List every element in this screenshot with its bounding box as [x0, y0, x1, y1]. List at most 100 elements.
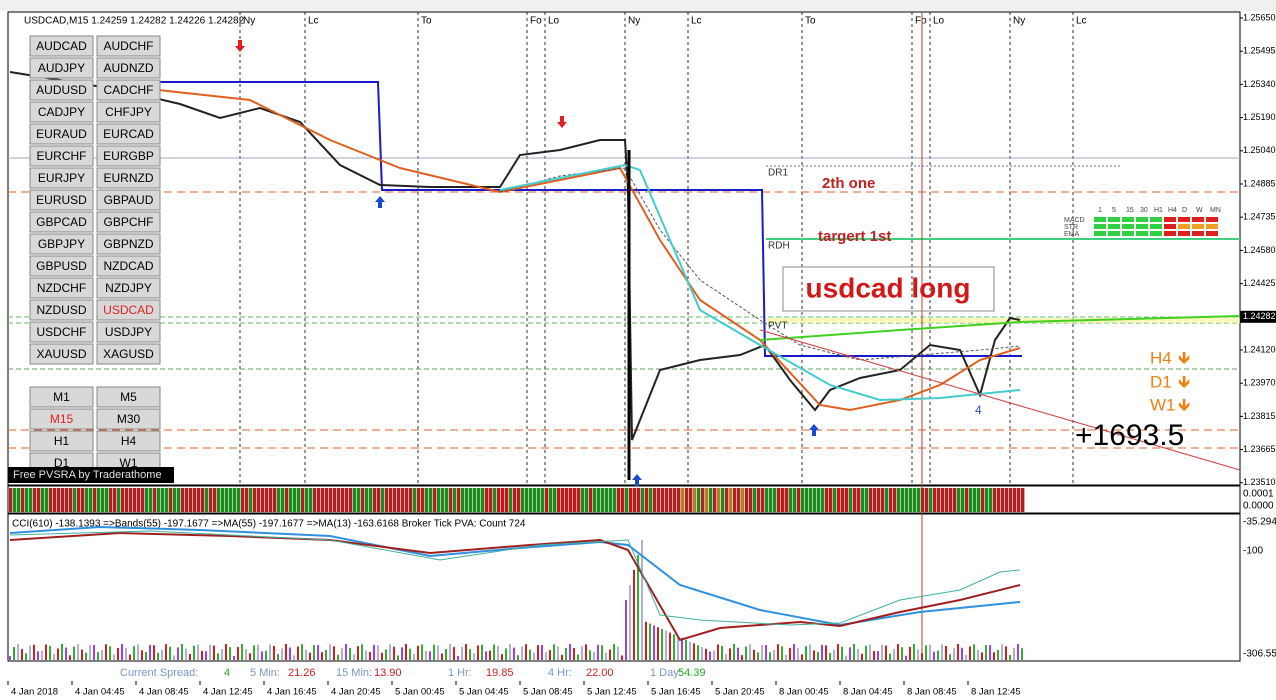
button-label[interactable]: XAGUSD — [103, 347, 154, 361]
button-face[interactable] — [96, 123, 161, 145]
button-label[interactable]: AUDJPY — [38, 61, 85, 75]
button-face[interactable] — [29, 145, 94, 167]
button[interactable]: NZDJPY — [96, 277, 161, 299]
button-face[interactable] — [29, 35, 94, 57]
button[interactable]: GBPJPY — [29, 233, 94, 255]
button-face[interactable] — [96, 386, 161, 408]
button-face[interactable] — [96, 343, 161, 365]
button-label[interactable]: AUDNZD — [104, 61, 154, 75]
button[interactable]: H1 — [29, 430, 94, 452]
button[interactable]: GBPUSD — [29, 255, 94, 277]
button[interactable]: GBPAUD — [96, 189, 161, 211]
button-label[interactable]: AUDCAD — [36, 39, 87, 53]
button[interactable]: XAUUSD — [29, 343, 94, 365]
button[interactable]: EURJPY — [29, 167, 94, 189]
button[interactable]: XAGUSD — [96, 343, 161, 365]
button-label[interactable]: M30 — [117, 412, 141, 426]
button-label[interactable]: M15 — [50, 412, 74, 426]
button-label[interactable]: USDCAD — [103, 303, 154, 317]
button-label[interactable]: H1 — [54, 434, 70, 448]
button-label[interactable]: AUDUSD — [36, 83, 87, 97]
button-label[interactable]: EURGBP — [103, 149, 154, 163]
button[interactable]: GBPCHF — [96, 211, 161, 233]
button-face[interactable] — [96, 79, 161, 101]
button-label[interactable]: XAUUSD — [36, 347, 86, 361]
button-face[interactable] — [29, 321, 94, 343]
button-label[interactable]: NZDJPY — [105, 281, 152, 295]
button-face[interactable] — [96, 145, 161, 167]
button[interactable]: CHFJPY — [96, 101, 161, 123]
button-face[interactable] — [96, 167, 161, 189]
button-label[interactable]: GBPCAD — [36, 215, 87, 229]
button-face[interactable] — [96, 57, 161, 79]
button[interactable]: GBPNZD — [96, 233, 161, 255]
button-label[interactable]: USDJPY — [105, 325, 152, 339]
button[interactable]: EURAUD — [29, 123, 94, 145]
button-face[interactable] — [29, 255, 94, 277]
button-label[interactable]: CHFJPY — [105, 105, 152, 119]
button[interactable]: USDCHF — [29, 321, 94, 343]
button[interactable]: M5 — [96, 386, 161, 408]
button[interactable]: EURCAD — [96, 123, 161, 145]
button[interactable]: EURNZD — [96, 167, 161, 189]
button-face[interactable] — [96, 408, 161, 430]
button-label[interactable]: EURNZD — [104, 171, 154, 185]
button-label[interactable]: NZDUSD — [37, 303, 87, 317]
button[interactable]: AUDJPY — [29, 57, 94, 79]
button-label[interactable]: GBPAUD — [104, 193, 154, 207]
button-face[interactable] — [96, 430, 161, 452]
button[interactable]: NZDCAD — [96, 255, 161, 277]
button[interactable]: M15 — [29, 408, 94, 430]
button[interactable]: GBPCAD — [29, 211, 94, 233]
button[interactable]: NZDUSD — [29, 299, 94, 321]
button-label[interactable]: H4 — [121, 434, 137, 448]
button[interactable]: AUDCAD — [29, 35, 94, 57]
button-face[interactable] — [96, 233, 161, 255]
button[interactable]: AUDUSD — [29, 79, 94, 101]
button-face[interactable] — [29, 277, 94, 299]
button-label[interactable]: EURJPY — [38, 171, 85, 185]
button-label[interactable]: M5 — [120, 390, 137, 404]
button-face[interactable] — [29, 343, 94, 365]
button-label[interactable]: W1 — [120, 456, 138, 470]
button-face[interactable] — [96, 255, 161, 277]
button-face[interactable] — [29, 430, 94, 452]
button[interactable]: NZDCHF — [29, 277, 94, 299]
button[interactable]: AUDCHF — [96, 35, 161, 57]
button[interactable]: USDCAD — [96, 299, 161, 321]
button-face[interactable] — [96, 299, 161, 321]
button-label[interactable]: EURCHF — [37, 149, 87, 163]
button-label[interactable]: GBPUSD — [36, 259, 87, 273]
button-label[interactable]: GBPNZD — [103, 237, 153, 251]
button-label[interactable]: CADJPY — [38, 105, 85, 119]
button-face[interactable] — [29, 386, 94, 408]
button-label[interactable]: NZDCAD — [104, 259, 154, 273]
button[interactable]: M1 — [29, 386, 94, 408]
button-label[interactable]: AUDCHF — [104, 39, 154, 53]
button[interactable]: M30 — [96, 408, 161, 430]
button-face[interactable] — [29, 233, 94, 255]
button[interactable]: CADJPY — [29, 101, 94, 123]
button-face[interactable] — [96, 35, 161, 57]
button-label[interactable]: EURUSD — [36, 193, 87, 207]
button-face[interactable] — [29, 211, 94, 233]
button-face[interactable] — [96, 101, 161, 123]
button-face[interactable] — [96, 321, 161, 343]
button-face[interactable] — [29, 101, 94, 123]
button[interactable]: AUDNZD — [96, 57, 161, 79]
button-face[interactable] — [29, 79, 94, 101]
button-label[interactable]: M1 — [53, 390, 70, 404]
button-face[interactable] — [29, 189, 94, 211]
button[interactable]: EURGBP — [96, 145, 161, 167]
button-label[interactable]: GBPJPY — [38, 237, 85, 251]
button-face[interactable] — [29, 299, 94, 321]
button-label[interactable]: GBPCHF — [103, 215, 153, 229]
button-label[interactable]: USDCHF — [37, 325, 87, 339]
button-label[interactable]: EURCAD — [103, 127, 154, 141]
button-face[interactable] — [29, 123, 94, 145]
button-label[interactable]: CADCHF — [104, 83, 154, 97]
button-face[interactable] — [96, 211, 161, 233]
button-face[interactable] — [96, 277, 161, 299]
button[interactable]: CADCHF — [96, 79, 161, 101]
button-label[interactable]: EURAUD — [36, 127, 87, 141]
